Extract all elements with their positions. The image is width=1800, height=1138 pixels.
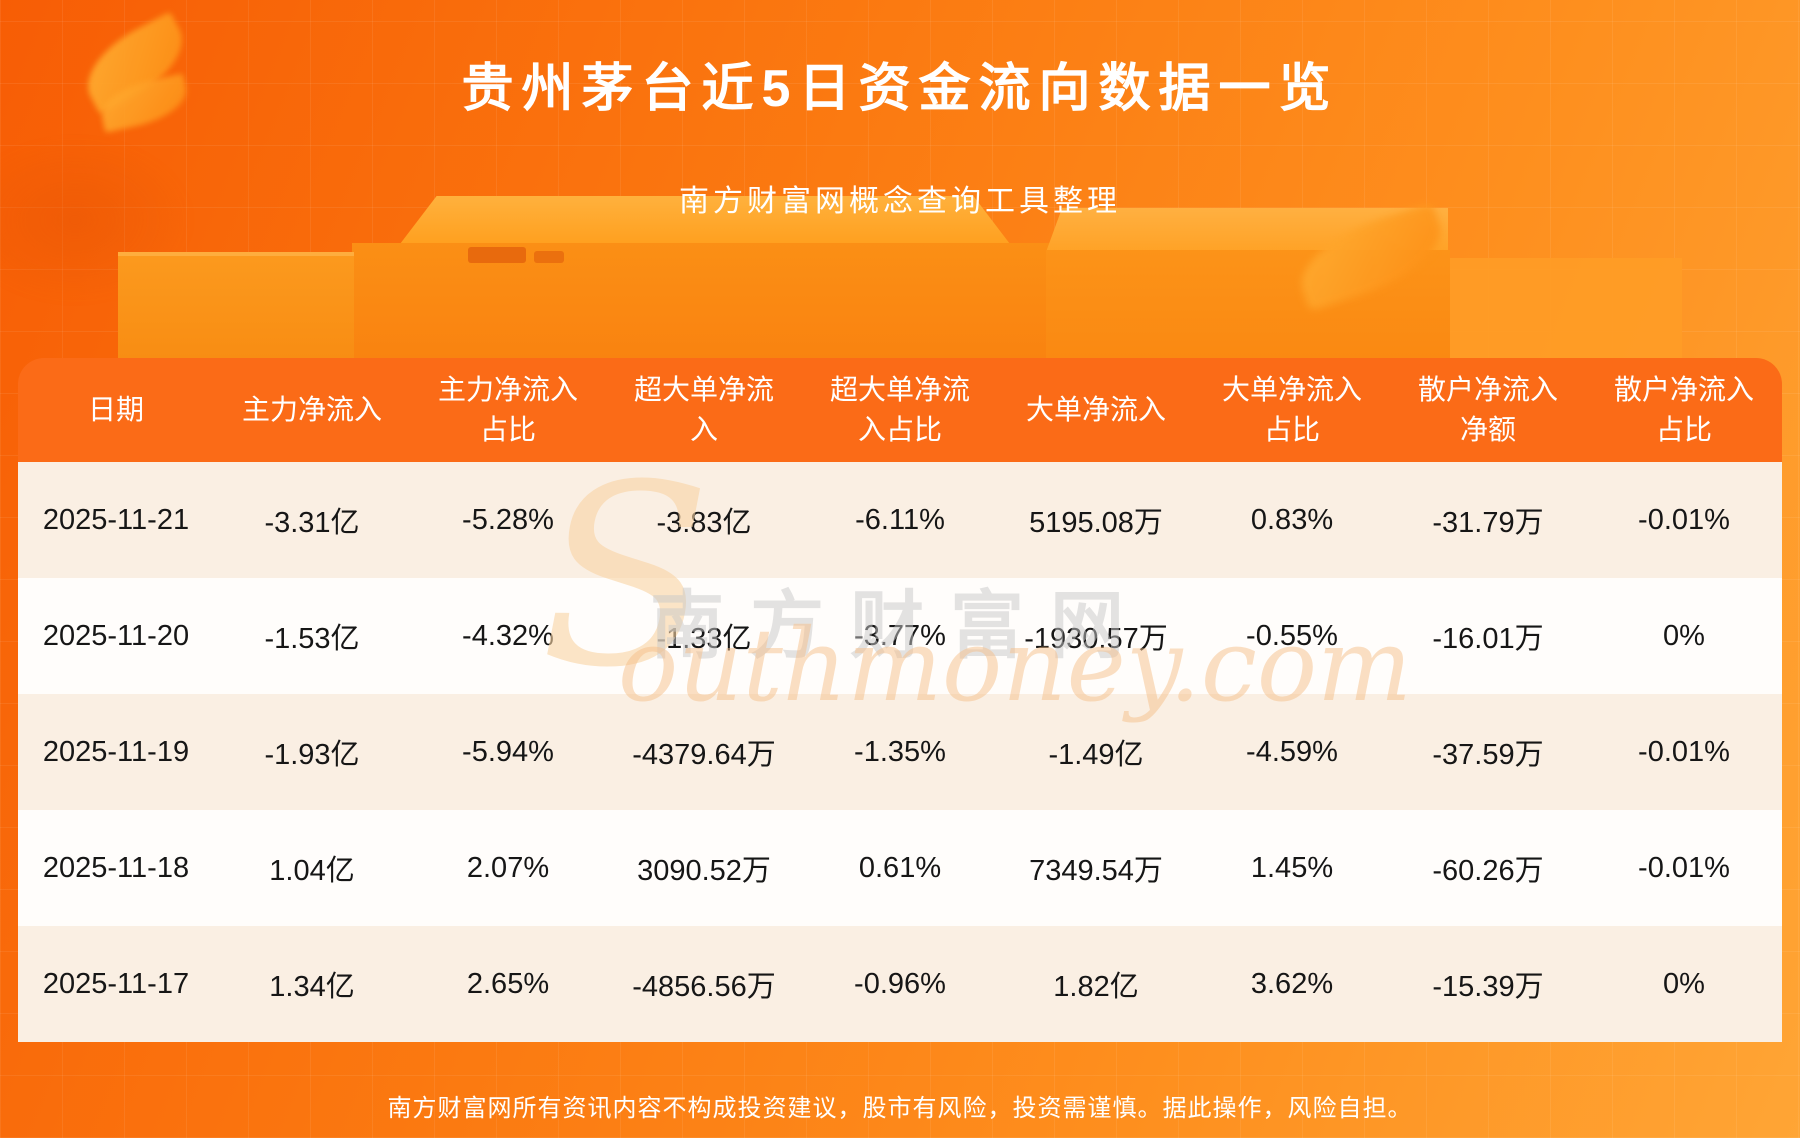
table-cell: 0.83% [1250,503,1334,536]
table-cell: 5195.08万 [1029,507,1163,539]
header-cell: 大单净流入 [1025,394,1166,425]
table-cell: -1930.57万 [1024,623,1168,655]
table-row: 2025-11-19 -1.93亿 -5.94% -4379.64万 -1.35% -1.… [18,694,1782,810]
table-cell: -5.28% [462,503,554,536]
table-cell: -0.01% [1638,735,1730,768]
podium-far-right-block [1450,258,1682,358]
header-cell: 主力净流入占比 [437,374,578,445]
podium-front-face [352,243,1064,358]
table-row: 2025-11-21 -3.31亿 -5.28% -3.83亿 -6.11% 5195.0… [18,462,1782,578]
table-cell: 7349.54万 [1029,855,1163,887]
table-cell: -1.49亿 [1048,739,1144,771]
table-cell: 2025-11-20 [42,619,190,652]
table-cell: 3090.52万 [637,855,771,887]
page-subtitle: 南方财富网概念查询工具整理 [679,185,1121,218]
page-title: 贵州茅台近5日资金流向数据一览 [461,60,1339,118]
table-cell: 2025-11-17 [42,967,190,1000]
table-cell: 2.07% [466,851,550,884]
table-cell: -31.79万 [1432,507,1544,539]
table-cell: -0.96% [854,967,946,1000]
podium-notch [534,251,564,263]
header-cell: 超大单净流入占比 [829,374,970,445]
disclaimer-text: 南方财富网所有资讯内容不构成投资建议，股市有风险，投资需谨慎。据此操作，风险自担… [387,1095,1413,1122]
table-cell: -3.77% [854,619,946,652]
table-cell: 1.04亿 [269,855,355,887]
header-cell: 大单净流入占比 [1221,374,1362,445]
table-body: 2025-11-21 -3.31亿 -5.28% -3.83亿 -6.11% 5195.0… [18,462,1782,1042]
data-table: 日期 主力净流入 主力净流入占比 超大单净流入 超大单净流入占比 大单净流入 大单净流入占比… [18,358,1782,1042]
table-cell: 2.65% [466,967,550,1000]
table-cell: -15.39万 [1432,971,1544,1003]
table-cell: 0% [1663,619,1705,652]
header-cell: 超大单净流入 [633,374,774,445]
table-cell: -1.33亿 [656,623,752,655]
table-header-row: 日期 主力净流入 主力净流入占比 超大单净流入 超大单净流入占比 大单净流入 大单净流入占比… [18,358,1782,462]
table-cell: -1.53亿 [264,623,360,655]
table-row: 2025-11-20 -1.53亿 -4.32% -1.33亿 -3.77% -1930.… [18,578,1782,694]
table-row: 2025-11-17 1.34亿 2.65% -4856.56万 -0.96% 1.82亿… [18,926,1782,1042]
podium-top-face [400,196,1010,244]
header-cell: 散户净流入净额 [1417,374,1558,445]
header-cell: 日期 [87,394,144,425]
table-cell: 1.82亿 [1053,971,1139,1003]
table-cell: 2025-11-18 [42,851,190,884]
table-cell: -4379.64万 [632,739,776,771]
table-cell: 3.62% [1250,967,1334,1000]
table-cell: 2025-11-19 [42,735,190,768]
table-cell: 0% [1663,967,1705,1000]
table-cell: 2025-11-21 [42,503,190,536]
table-cell: -1.93亿 [264,739,360,771]
table-cell: -0.01% [1638,851,1730,884]
table-cell: -5.94% [462,735,554,768]
header-cell: 主力净流入 [241,394,382,425]
table-cell: -16.01万 [1432,623,1544,655]
table-cell: -37.59万 [1432,739,1544,771]
table-cell: -3.31亿 [264,507,360,539]
table-cell: -4.32% [462,619,554,652]
podium-notch [468,247,526,263]
table-cell: -6.11% [855,503,945,536]
table-cell: 0.61% [858,851,942,884]
table-cell: 1.34亿 [269,971,355,1003]
table-cell: -3.83亿 [656,507,752,539]
header-cell: 散户净流入占比 [1613,374,1754,445]
table-cell: 1.45% [1250,851,1334,884]
podium-left-block [118,252,354,358]
table-cell: -60.26万 [1432,855,1544,887]
table-cell: -1.35% [854,735,946,768]
table-cell: -4856.56万 [632,971,776,1003]
table-cell: -0.55% [1246,619,1338,652]
table-row: 2025-11-18 1.04亿 2.07% 3090.52万 0.61% 7349.54… [18,810,1782,926]
table-cell: -0.01% [1638,503,1730,536]
table-cell: -4.59% [1246,735,1338,768]
